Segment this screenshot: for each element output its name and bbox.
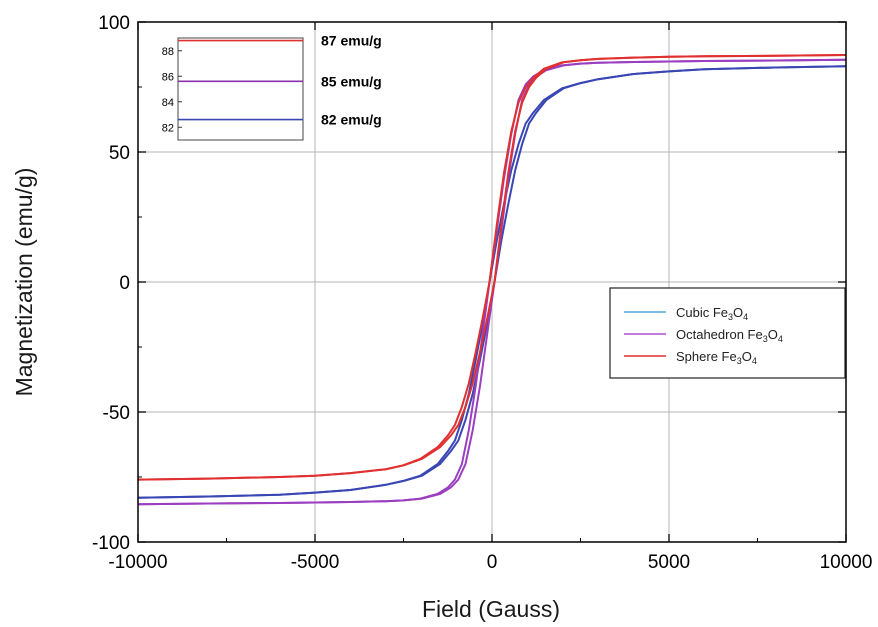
- x-tick-label: 5000: [648, 552, 690, 573]
- inset-frame: [177, 37, 304, 141]
- y-tick-label: -50: [103, 403, 130, 424]
- data-curves: [137, 54, 847, 506]
- inset-tick-label: 88: [162, 46, 174, 58]
- x-tick-label: -5000: [291, 552, 340, 573]
- y-tick-label: 0: [119, 273, 130, 294]
- y-tick-label: -100: [92, 533, 130, 554]
- inset-tick-label: 86: [162, 71, 174, 83]
- inset-tick-label: 82: [162, 122, 174, 134]
- y-tick-label: 100: [98, 13, 130, 34]
- legend-entry: Sphere Fe3O4: [676, 349, 757, 366]
- y-tick-label: 50: [109, 143, 130, 164]
- x-axis-label: Field (Gauss): [422, 596, 560, 622]
- inset-tick-label: 84: [162, 97, 174, 109]
- legend: Cubic Fe3O4 Octahedron Fe3O4 Sphere Fe3O4: [609, 287, 846, 379]
- inset-chart: 82 84 86 88 87 emu/g 85 emu/g 82 emu/g: [162, 33, 382, 141]
- legend-entry: Cubic Fe3O4: [676, 305, 748, 322]
- x-tick-label: 10000: [820, 552, 873, 573]
- legend-entry: Octahedron Fe3O4: [676, 327, 783, 344]
- y-axis-label: Magnetization (emu/g): [11, 168, 37, 397]
- axis-ticks: -10000 -5000 0 5000 10000 -100 -50 0 50 100: [92, 13, 872, 573]
- inset-annotation: 87 emu/g: [321, 33, 382, 49]
- x-tick-label: 0: [487, 552, 498, 573]
- inset-annotation: 85 emu/g: [321, 73, 382, 89]
- grid-lines: [138, 22, 846, 542]
- legend-box: [609, 287, 846, 379]
- series-line-2-branch-1: [137, 54, 847, 481]
- x-tick-label: -10000: [108, 552, 167, 573]
- inset-annotation: 82 emu/g: [321, 112, 382, 128]
